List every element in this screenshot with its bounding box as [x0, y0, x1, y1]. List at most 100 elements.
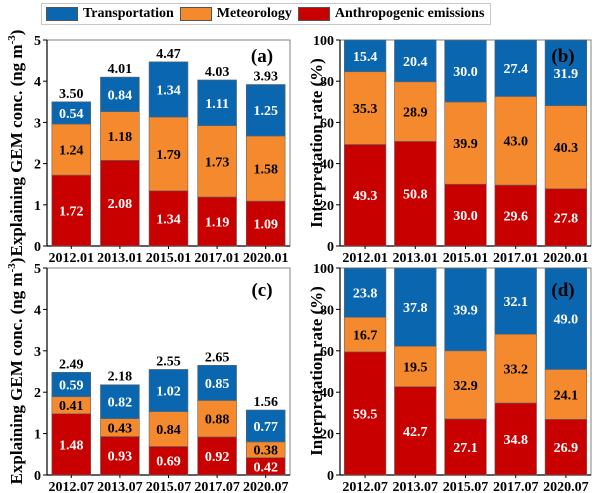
bar-segment-anthropogenic	[245, 200, 286, 247]
bar-segment-meteorology	[148, 411, 189, 447]
y-axis-label: Interpretation rate (%)	[307, 286, 326, 456]
y-tick-label: 100	[313, 34, 334, 49]
y-axis-label: Explaining GEM conc. (ng m-3)	[6, 258, 26, 485]
bar-segment-meteorology	[394, 81, 437, 142]
bar-segment-anthropogenic	[494, 402, 537, 476]
bar-value-label-meteorology: 39.9	[453, 137, 478, 152]
bar-segment-transportation	[544, 267, 588, 370]
bar-value-label-anthropogenic: 42.7	[403, 425, 428, 440]
bar-segment-anthropogenic	[494, 184, 537, 247]
bar-value-label-meteorology: 1.73	[205, 155, 230, 170]
bar-value-label-transportation: 0.85	[205, 377, 230, 392]
bar-value-label-transportation: 0.84	[108, 88, 133, 103]
bar-segment-transportation	[148, 61, 189, 118]
bar-value-label-transportation: 37.8	[403, 301, 428, 316]
x-tick-label: 2012.07	[49, 480, 95, 493]
bar-segment-transportation	[444, 39, 487, 103]
bar-segment-transportation	[197, 79, 237, 126]
bar-segment-meteorology	[444, 350, 487, 420]
bar-value-label-anthropogenic: 0.69	[156, 455, 181, 470]
x-tick-label: 2013.01	[393, 251, 439, 266]
x-tick-label: 2020.01	[543, 251, 589, 266]
bar-segment-meteorology	[544, 105, 588, 190]
x-tick-label: 2017.07	[493, 480, 539, 493]
bar-segment-transportation	[494, 39, 537, 97]
bar-segment-transportation	[444, 267, 487, 352]
bar-segment-transportation	[394, 39, 437, 83]
chart-panel-d: 0 20 40 60 80 100 Interpretation rate (%) 59.5 1…	[307, 262, 592, 493]
bar-value-label-meteorology: 0.43	[108, 422, 133, 437]
bar-value-label-anthropogenic: 59.5	[353, 407, 378, 422]
bar-segment-meteorology	[197, 400, 237, 438]
bar-value-label-meteorology: 33.2	[503, 363, 528, 378]
bar-value-label-transportation: 1.25	[253, 104, 278, 119]
bar-value-label-transportation: 49.0	[554, 313, 579, 328]
y-tick-label: 5	[34, 262, 41, 277]
y-tick-label: 40	[320, 386, 334, 401]
bar-value-label-transportation: 1.02	[156, 385, 181, 400]
y-tick-label: 20	[320, 199, 334, 214]
bar-segment-anthropogenic	[197, 196, 237, 247]
legend-label-meteorology: Meteorology	[216, 6, 292, 21]
y-tick-label: 80	[320, 75, 334, 90]
bar-value-label-anthropogenic: 1.72	[59, 205, 84, 220]
y-tick-label: 20	[320, 428, 334, 443]
bar-value-label-anthropogenic: 1.48	[59, 438, 84, 453]
x-tick-label: 2020.07	[243, 480, 289, 493]
bar-segment-anthropogenic	[343, 351, 387, 476]
x-tick-label: 2013.07	[97, 480, 143, 493]
y-tick-label: 0	[327, 240, 334, 255]
bar-segment-meteorology	[51, 123, 92, 176]
chart-legend: Transportation Meteorology Anthropogenic…	[41, 3, 492, 25]
bar-total-label: 3.50	[59, 87, 84, 102]
bar-value-label-anthropogenic: 30.0	[453, 209, 478, 224]
bar-value-label-transportation: 31.9	[554, 67, 579, 82]
y-tick-label: 4	[34, 75, 41, 90]
y-axis-label: Interpretation rate (%)	[307, 58, 326, 228]
bar-value-label-meteorology: 19.5	[403, 360, 428, 375]
y-tick-label: 5	[34, 34, 41, 49]
bar-segment-anthropogenic	[444, 183, 487, 247]
bar-total-label: 4.47	[156, 47, 181, 62]
x-tick-label: 2015.01	[146, 251, 192, 266]
bar-segment-transportation	[394, 267, 437, 347]
bar-value-label-transportation: 32.1	[503, 295, 528, 310]
y-tick-label: 3	[34, 116, 41, 131]
bar-value-label-meteorology: 40.3	[554, 141, 579, 156]
bar-value-label-anthropogenic: 34.8	[503, 433, 528, 448]
x-tick-label: 2020.01	[243, 251, 289, 266]
bar-segment-transportation	[343, 267, 387, 318]
bar-value-label-anthropogenic: 0.93	[108, 450, 133, 465]
bar-segment-transportation	[544, 39, 588, 107]
y-tick-label: 3	[34, 345, 41, 360]
y-tick-label: 80	[320, 303, 334, 318]
bar-value-label-anthropogenic: 50.8	[403, 188, 428, 203]
legend-swatch-anthropogenic	[297, 7, 330, 21]
bar-value-label-meteorology: 43.0	[503, 135, 528, 150]
bar-total-label: 1.56	[253, 395, 278, 410]
bar-segment-anthropogenic	[148, 190, 189, 247]
bar-value-label-transportation: 0.82	[108, 396, 133, 411]
bar-segment-transportation	[343, 39, 387, 73]
y-tick-label: 100	[313, 262, 334, 277]
panel-label-a: (a)	[251, 46, 273, 67]
bar-value-label-meteorology: 0.41	[59, 399, 84, 414]
y-tick-label: 2	[34, 386, 41, 401]
bar-value-label-meteorology: 24.1	[554, 388, 579, 403]
x-tick-label: 2020.07	[543, 480, 589, 493]
y-tick-label: 1	[34, 199, 41, 214]
bar-segment-anthropogenic	[444, 418, 487, 476]
x-tick-label: 2015.07	[443, 480, 489, 493]
y-tick-label: 4	[34, 303, 41, 318]
bar-value-label-transportation: 39.9	[453, 304, 478, 319]
bar-value-label-meteorology: 0.84	[156, 423, 181, 438]
bar-segment-anthropogenic	[544, 419, 588, 476]
bar-value-label-meteorology: 1.18	[108, 130, 133, 145]
y-axis-label: Explaining GEM conc. (ng m-3)	[6, 30, 26, 257]
legend-item-transportation: Transportation	[46, 6, 174, 22]
bar-segment-transportation	[245, 84, 286, 137]
bar-total-label: 2.65	[205, 350, 230, 365]
bar-segment-meteorology	[494, 96, 537, 186]
legend-label-transportation: Transportation	[83, 6, 174, 21]
